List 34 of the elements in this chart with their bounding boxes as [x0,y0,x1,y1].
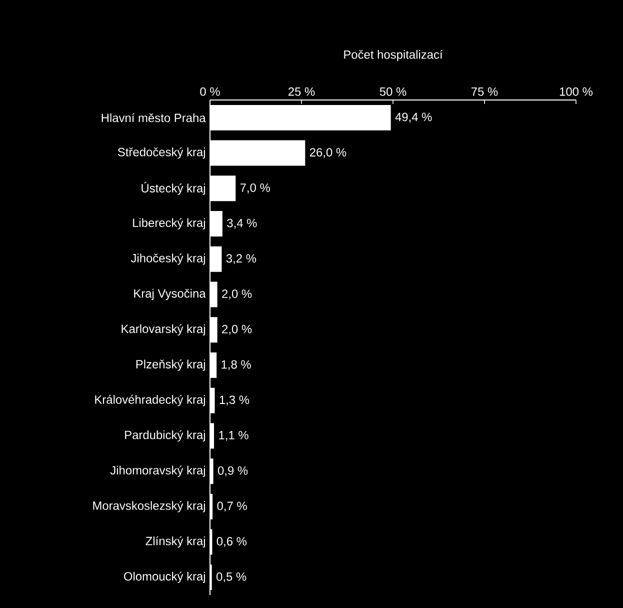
data-label: 3,2 % [226,254,256,264]
data-label: 7,0 % [240,183,270,194]
y-tick-label: Liberecký kraj [133,218,205,230]
data-label: 1,3 % [220,396,250,406]
data-label: 2,0 % [222,324,252,335]
y-tick-label: Plzeňský kraj [136,360,205,371]
x-tick-label: 0 % [200,87,220,96]
y-tick-label: Jihočeský kraj [130,253,205,265]
data-label: 0,6 % [216,537,247,547]
x-tick-label: 75 % [471,87,498,96]
y-tick-label: Ústecký kraj [142,182,205,195]
data-label: 0,9 % [218,466,248,476]
data-label: 2,0 % [222,290,252,300]
x-tick-label: 25 % [288,87,315,96]
y-tick-label: Moravskoslezský kraj [93,500,205,512]
y-tick-label: Zlínský kraj [146,536,205,548]
y-tick-label: Pardubický kraj [125,430,205,442]
y-tick-label: Středočeský kraj [118,147,205,159]
y-tick-label: Karlovarský kraj [122,324,205,336]
y-tick-label: Olomoucký kraj [124,572,205,583]
data-label: 1,1 % [219,430,248,441]
x-tick-label: 50 % [380,87,406,96]
data-label: 3,4 % [227,218,257,229]
x-axis-title: Počet hospitalizací [344,50,443,62]
data-label: 1,8 % [222,360,251,370]
data-label: 26,0 % [310,148,346,158]
y-tick-label: Kraj Vysočina [134,288,206,300]
data-label: 0,7 % [217,502,247,512]
data-label: 0,5 % [216,572,246,582]
y-tick-label: Královéhradecký kraj [95,394,205,406]
y-tick-label: Hlavní město Praha [102,113,206,122]
x-tick-label: 100 % [560,87,593,96]
data-label: 49,4 % [395,112,432,123]
y-tick-label: Jihomoravský kraj [110,466,205,477]
